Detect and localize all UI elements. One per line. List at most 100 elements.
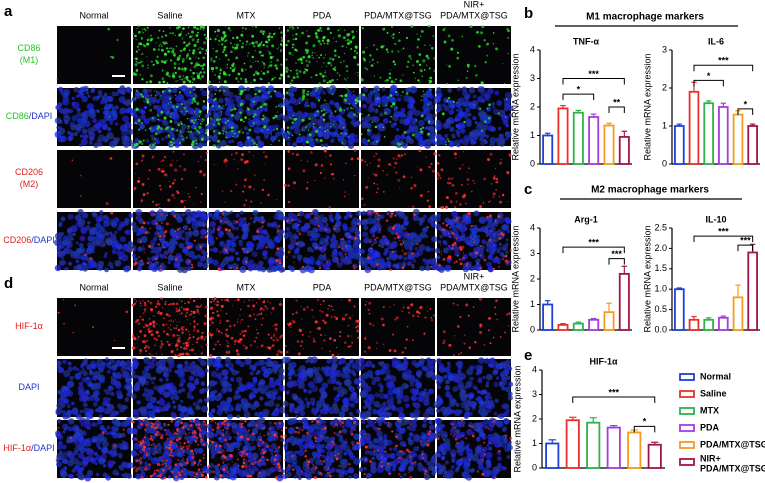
signal xyxy=(183,106,187,110)
nucleus xyxy=(184,104,191,111)
nucleus xyxy=(243,401,251,409)
signal xyxy=(376,108,378,111)
signal xyxy=(494,306,497,309)
signal xyxy=(282,142,284,144)
signal xyxy=(508,312,511,315)
signal xyxy=(295,33,298,36)
signal xyxy=(260,78,263,81)
signal xyxy=(139,353,141,355)
nucleus xyxy=(393,249,398,254)
signal xyxy=(406,65,409,69)
signal xyxy=(502,258,505,260)
signal xyxy=(465,212,468,215)
micrograph xyxy=(207,84,287,149)
signal xyxy=(244,88,247,91)
signal xyxy=(182,226,185,229)
signal xyxy=(315,246,318,249)
signal xyxy=(142,193,146,197)
signal xyxy=(153,337,156,340)
signal xyxy=(326,42,329,45)
signal xyxy=(394,63,397,66)
nucleus xyxy=(151,265,158,273)
nucleus xyxy=(56,105,61,110)
signal xyxy=(157,302,161,306)
nucleus xyxy=(472,94,477,99)
signal xyxy=(445,205,449,209)
signal xyxy=(261,188,264,192)
nucleus xyxy=(396,112,401,118)
row-label: (M1) xyxy=(20,55,39,65)
signal xyxy=(189,91,192,94)
signal xyxy=(190,143,194,147)
nucleus xyxy=(501,224,507,231)
nucleus xyxy=(307,230,314,237)
nucleus xyxy=(58,126,62,130)
signal xyxy=(140,60,143,64)
nucleus xyxy=(218,97,224,104)
signal xyxy=(412,64,414,67)
signal xyxy=(141,340,145,344)
nucleus xyxy=(162,372,167,377)
signal xyxy=(243,301,246,303)
nucleus xyxy=(87,242,92,247)
nucleus xyxy=(90,227,98,235)
signal xyxy=(493,244,495,247)
signal xyxy=(388,76,392,80)
micrograph xyxy=(434,85,514,148)
signal xyxy=(153,243,155,246)
signal xyxy=(149,231,151,233)
signal xyxy=(440,168,444,172)
signal xyxy=(178,33,182,37)
signal xyxy=(198,51,202,55)
signal xyxy=(71,159,74,162)
signal xyxy=(199,77,202,80)
nucleus xyxy=(238,221,244,227)
signal xyxy=(337,353,340,356)
signal xyxy=(280,74,283,76)
signal xyxy=(235,46,239,50)
signal xyxy=(325,313,329,317)
nucleus xyxy=(391,231,395,235)
nucleus xyxy=(213,247,219,253)
signal xyxy=(161,36,163,38)
signal xyxy=(143,346,146,349)
signal xyxy=(175,309,179,313)
signal xyxy=(501,193,505,197)
signal xyxy=(113,339,116,342)
nucleus xyxy=(251,251,258,258)
nucleus xyxy=(411,264,415,269)
nucleus xyxy=(403,256,408,261)
nucleus xyxy=(426,248,431,252)
micrograph xyxy=(437,297,511,357)
signal xyxy=(442,228,445,232)
signal xyxy=(178,63,180,65)
signal xyxy=(253,340,256,343)
signal xyxy=(179,165,182,168)
signal xyxy=(346,38,350,42)
nucleus xyxy=(502,119,509,125)
signal xyxy=(371,58,375,62)
nucleus xyxy=(212,361,219,368)
nucleus xyxy=(316,366,321,371)
nucleus xyxy=(306,401,311,406)
nucleus xyxy=(196,366,202,372)
signal xyxy=(336,78,339,81)
nucleus xyxy=(269,262,274,268)
nucleus xyxy=(379,112,384,117)
signal xyxy=(253,100,256,103)
signal xyxy=(364,350,367,353)
signal xyxy=(239,111,242,114)
signal xyxy=(367,177,369,179)
signal xyxy=(224,53,228,57)
signal xyxy=(246,55,249,57)
signal xyxy=(197,297,199,299)
nucleus xyxy=(92,96,97,101)
signal xyxy=(495,180,499,184)
signal xyxy=(349,40,353,44)
panel-label: e xyxy=(524,347,532,364)
signal xyxy=(315,90,317,92)
signal xyxy=(171,50,175,54)
signal xyxy=(482,202,485,205)
row-label-part: CD206 xyxy=(3,235,31,245)
signal xyxy=(260,312,263,315)
